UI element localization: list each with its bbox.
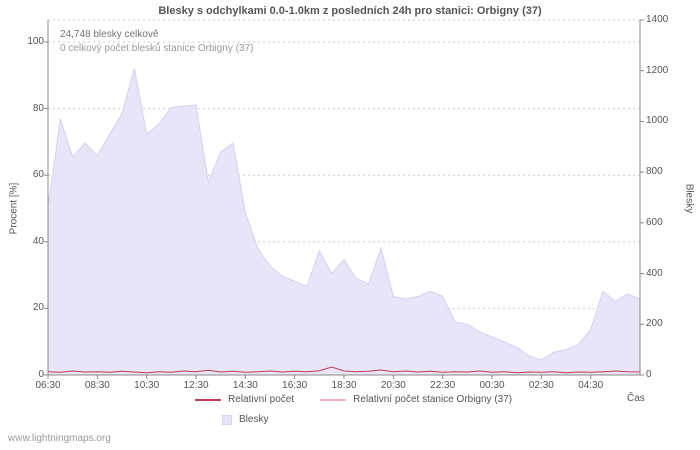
y-left-tick-label: 100 [27,36,44,47]
x-tick-label: 10:30 [134,380,160,391]
y-left-tick-label: 60 [32,169,44,181]
y-right-tick-label: 800 [646,166,663,178]
legend-line-sample-station-count [320,398,347,401]
chart-legend-row-2: Blesky [222,414,268,425]
y-right-tick-label: 200 [646,318,663,330]
annotation-total-strikes: 24,748 blesky celkově [60,29,159,40]
line-series-0 [47,366,641,374]
y-axis-label-right: Blesky [683,183,695,214]
legend-area-swatch-blesky [222,414,232,425]
legend-label-relative-count: Relativní počet [228,394,295,405]
x-tick-label: 20:30 [380,380,406,391]
y-axis-label-left: Procent [%] [8,182,20,235]
legend-label-blesky: Blesky [239,414,269,425]
y-left-tick-label: 80 [32,102,44,114]
x-tick-label: 12:30 [183,380,209,391]
x-tick-label: 08:30 [84,380,110,391]
y-right-tick-label: 1200 [646,64,669,76]
y-left-tick-label: 0 [38,369,44,380]
x-tick-label: 02:30 [528,380,554,391]
y-right-tick-label: 1000 [646,115,669,127]
x-tick-label: 04:30 [578,380,604,391]
chart-legend-row-1: Relativní počet Relativní počet stanice … [195,394,512,405]
legend-label-station-count: Relativní počet stanice Orbigny (37) [353,394,513,405]
y-left-tick-label: 20 [32,302,44,314]
lightningmaps-link[interactable]: www.lightningmaps.org [8,433,111,444]
y-left-tick-label: 40 [32,235,44,247]
x-tick-label: 16:30 [282,380,308,391]
x-tick-label: 00:30 [479,380,505,391]
y-right-tick-label: 1400 [646,14,669,25]
x-tick-label: 18:30 [331,380,357,391]
area-series-edge [47,68,641,361]
x-tick-label: 14:30 [232,380,258,391]
chart-title: Blesky s odchylkami 0.0-1.0km z poslední… [158,5,542,17]
y-right-tick-label: 400 [646,267,663,279]
x-tick-label: 06:30 [35,380,61,391]
y-right-tick-label: 600 [646,216,663,228]
area-series-blesky [48,68,640,375]
x-tick-label: 22:30 [430,380,456,391]
x-axis-label: Čas [627,393,645,404]
legend-line-sample-relative-count [195,398,221,401]
y-right-tick-label: 0 [646,369,652,380]
annotation-station-strikes: 0 celkový počet blesků stanice Orbigny (… [60,43,254,54]
